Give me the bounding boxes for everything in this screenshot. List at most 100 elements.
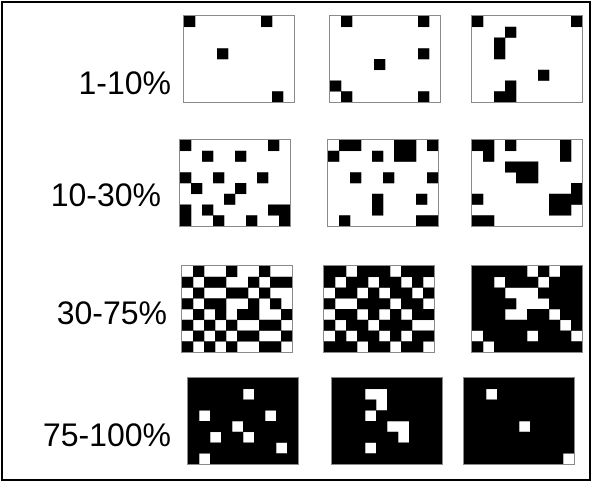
filled-cell <box>387 388 399 400</box>
filled-cell <box>483 150 495 162</box>
grid-10-30-sample-2 <box>327 139 439 227</box>
filled-cell <box>343 431 355 443</box>
occupancy-grid-svg <box>472 140 582 226</box>
filled-cell <box>357 266 369 278</box>
filled-cell <box>394 150 406 162</box>
filled-cell <box>552 410 564 422</box>
filled-cell <box>204 276 216 288</box>
filled-cell <box>248 298 260 310</box>
filled-cell <box>254 431 266 443</box>
filled-cell <box>232 388 244 400</box>
filled-cell <box>390 276 402 288</box>
filled-cell <box>552 399 564 411</box>
filled-cell <box>516 266 528 278</box>
filled-cell <box>357 298 369 310</box>
filled-cell <box>215 309 227 321</box>
filled-cell <box>538 69 550 81</box>
filled-cell <box>324 266 336 278</box>
filled-cell <box>287 410 298 422</box>
filled-cell <box>497 421 509 433</box>
filled-cell <box>519 388 531 400</box>
filled-cell <box>409 388 421 400</box>
filled-cell <box>354 410 366 422</box>
filled-cell <box>199 378 211 390</box>
filled-cell <box>335 330 347 342</box>
filled-cell <box>232 453 244 464</box>
filled-cell <box>475 410 487 422</box>
grid-10-30-sample-1 <box>179 139 291 227</box>
filled-cell <box>475 378 487 390</box>
occupancy-grid-svg <box>184 16 284 102</box>
filled-cell <box>237 287 249 299</box>
filled-cell <box>188 399 200 411</box>
filled-cell <box>354 399 366 411</box>
filled-cell <box>259 266 271 278</box>
filled-cell <box>343 399 355 411</box>
filled-cell <box>527 341 539 352</box>
filled-cell <box>475 442 487 454</box>
filled-cell <box>398 399 410 411</box>
filled-cell <box>538 341 550 352</box>
filled-cell <box>215 298 227 310</box>
filled-cell <box>188 453 200 464</box>
filled-cell <box>188 378 200 390</box>
filled-cell <box>379 341 391 352</box>
filled-cell <box>486 453 498 464</box>
filled-cell <box>365 399 377 411</box>
filled-cell <box>431 442 442 454</box>
filled-cell <box>530 421 542 433</box>
filled-cell <box>472 193 484 205</box>
filled-cell <box>254 442 266 454</box>
filled-cell <box>390 287 402 299</box>
filled-cell <box>270 276 282 288</box>
filled-cell <box>193 330 205 342</box>
filled-cell <box>549 204 561 216</box>
filled-cell <box>335 266 347 278</box>
filled-cell <box>184 16 196 28</box>
row-label-75-100: 75-100% <box>42 417 171 453</box>
filled-cell <box>505 330 517 342</box>
filled-cell <box>571 16 582 28</box>
filled-cell <box>387 442 399 454</box>
filled-cell <box>199 442 211 454</box>
filled-cell <box>390 319 402 331</box>
filled-cell <box>254 421 266 433</box>
filled-cell <box>541 421 553 433</box>
filled-cell <box>193 287 205 299</box>
filled-cell <box>409 431 421 443</box>
filled-cell <box>505 276 517 288</box>
filled-cell <box>368 298 380 310</box>
filled-cell <box>530 410 542 422</box>
filled-cell <box>571 276 582 288</box>
filled-cell <box>472 16 484 28</box>
filled-cell <box>560 287 572 299</box>
filled-cell <box>332 421 344 433</box>
filled-cell <box>571 341 582 352</box>
filled-cell <box>188 410 200 422</box>
filled-cell <box>427 140 438 152</box>
filled-cell <box>199 431 211 443</box>
filled-cell <box>204 298 216 310</box>
filled-cell <box>354 421 366 433</box>
filled-cell <box>287 431 298 443</box>
filled-cell <box>346 341 358 352</box>
filled-cell <box>508 388 520 400</box>
filled-cell <box>199 399 211 411</box>
filled-cell <box>552 421 564 433</box>
occupancy-grid-svg <box>464 378 574 464</box>
filled-cell <box>486 399 498 411</box>
filled-cell <box>494 298 506 310</box>
filled-cell <box>232 399 244 411</box>
filled-cell <box>505 266 517 278</box>
filled-cell <box>538 309 550 321</box>
filled-cell <box>180 140 192 152</box>
filled-cell <box>464 453 476 464</box>
grid-75-100-sample-1 <box>187 377 299 465</box>
filled-cell <box>324 298 336 310</box>
grid-1-10-sample-1 <box>183 15 295 103</box>
filled-cell <box>199 421 211 433</box>
filled-cell <box>243 442 255 454</box>
filled-cell <box>505 161 517 173</box>
filled-cell <box>497 378 509 390</box>
filled-cell <box>416 215 428 226</box>
